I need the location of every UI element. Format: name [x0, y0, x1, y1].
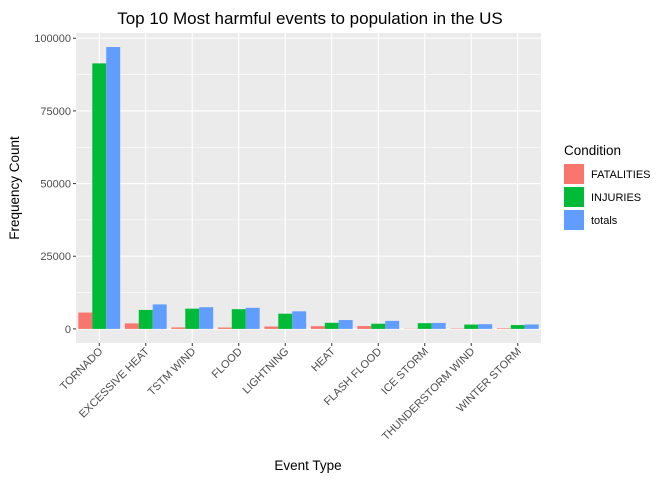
bar-totals	[338, 320, 353, 329]
bar-totals	[385, 320, 400, 329]
bar-fatalities	[357, 326, 372, 329]
legend-label-totals: totals	[591, 215, 618, 227]
bar-injuries	[510, 325, 525, 329]
y-axis: 0 25000 50000 75000 100000	[34, 33, 76, 336]
bar-fatalities	[264, 326, 279, 329]
bar-totals	[152, 304, 167, 329]
bar-injuries	[324, 322, 339, 329]
bar-injuries	[92, 63, 107, 329]
bar-injuries	[278, 313, 293, 329]
bar-injuries	[185, 308, 200, 329]
bar-injuries	[417, 323, 432, 329]
y-tick-label: 100000	[34, 33, 71, 45]
x-tick-label: ICE STORM	[379, 346, 431, 398]
x-tick-label: FLOOD	[210, 346, 245, 381]
bar-totals	[431, 322, 446, 329]
y-axis-title: Frequency Count	[7, 136, 22, 240]
y-tick-label: 50000	[40, 179, 71, 191]
x-tick-label: THUNDERSTORM WIND	[380, 346, 477, 443]
grid-minor	[76, 74, 541, 293]
y-tick-label: 25000	[40, 251, 71, 263]
bar-injuries	[464, 324, 479, 329]
legend-title: Condition	[564, 143, 621, 158]
chart-title: Top 10 Most harmful events to population…	[117, 9, 503, 28]
x-tick-label: TSTM WIND	[146, 346, 199, 399]
plot-panel	[76, 33, 541, 343]
bars	[78, 47, 539, 329]
legend-label-injuries: INJURIES	[591, 192, 641, 204]
legend-key-injuries	[564, 187, 584, 207]
bar-totals	[478, 324, 493, 329]
bar-totals	[199, 307, 214, 329]
bar-fatalities	[217, 327, 232, 329]
x-axis-title: Event Type	[274, 458, 341, 473]
bar-totals	[292, 311, 307, 329]
legend-key-totals	[564, 210, 584, 230]
bar-injuries	[138, 309, 153, 329]
bar-fatalities	[124, 323, 139, 329]
bar-totals	[524, 324, 539, 329]
bar-injuries	[231, 309, 246, 329]
bar-fatalities	[310, 326, 325, 329]
x-tick-label: LIGHTNING	[241, 346, 292, 397]
legend-key-fatalities	[564, 164, 584, 184]
bar-fatalities	[171, 327, 186, 329]
bar-totals	[106, 47, 121, 329]
bar-injuries	[371, 323, 386, 329]
bar-totals	[245, 307, 260, 329]
bar-fatalities	[78, 312, 93, 329]
legend-label-fatalities: FATALITIES	[591, 169, 651, 181]
x-tick-label: HEAT	[309, 345, 338, 374]
y-tick-label: 75000	[40, 106, 71, 118]
y-tick-label: 0	[65, 324, 71, 336]
x-tick-label: TORNADO	[58, 345, 106, 393]
legend: Condition FATALITIES INJURIES totals	[564, 143, 651, 230]
bar-fatalities	[496, 328, 511, 329]
